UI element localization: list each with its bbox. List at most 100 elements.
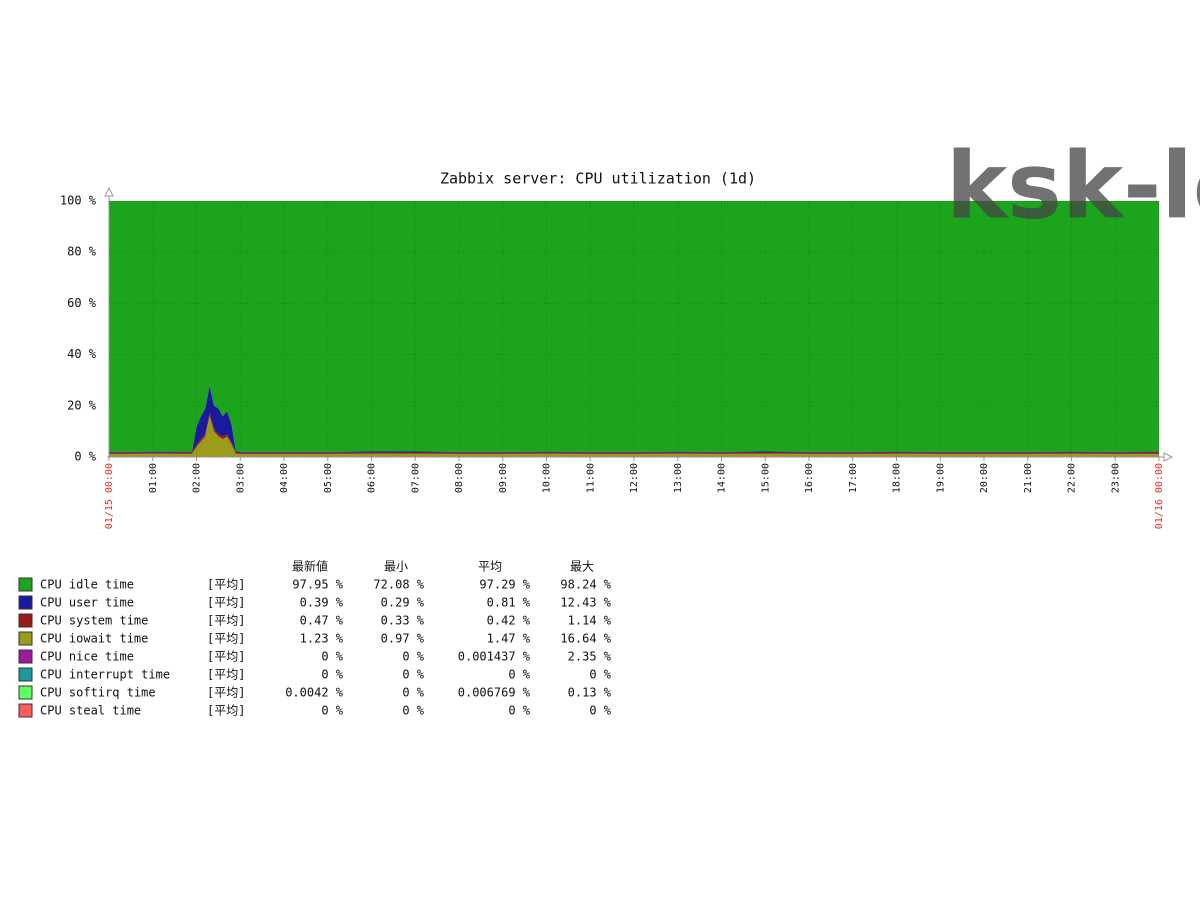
x-tick-label: 09:00 <box>498 463 509 493</box>
legend-stat: 0 % <box>321 704 343 718</box>
legend-stat: 97.29 % <box>479 578 530 592</box>
y-tick-label: 20 % <box>67 398 97 412</box>
x-tick-label: 08:00 <box>454 463 465 493</box>
x-tick-label: 13:00 <box>673 463 684 493</box>
legend-header: 最大 <box>570 560 594 574</box>
y-axis-arrow <box>104 186 114 197</box>
y-tick-label: 0 % <box>74 450 96 464</box>
legend-func: [平均] <box>207 668 245 682</box>
legend-stat: 1.47 % <box>487 632 531 646</box>
legend-stat: 12.43 % <box>560 596 611 610</box>
y-tick-label: 40 % <box>67 347 97 361</box>
legend-func: [平均] <box>207 632 245 646</box>
area <box>109 201 1159 452</box>
x-tick-label: 05:00 <box>323 463 334 493</box>
x-tick-label: 12:00 <box>629 463 640 493</box>
legend-name: CPU nice time <box>40 650 134 664</box>
legend-header: 平均 <box>478 560 502 574</box>
legend-stat: 72.08 % <box>373 578 424 592</box>
legend-name: CPU idle time <box>40 578 134 592</box>
x-axis-arrow <box>1163 452 1174 462</box>
legend-stat: 0 % <box>321 650 343 664</box>
legend-stat: 0 % <box>508 704 530 718</box>
x-tick-label: 02:00 <box>192 463 203 493</box>
legend-stat: 0 % <box>402 650 424 664</box>
legend-swatch <box>18 577 33 592</box>
x-tick-label: 17:00 <box>848 463 859 493</box>
legend-stat: 0.42 % <box>487 614 531 628</box>
legend-swatch <box>18 685 33 700</box>
legend-stat: 0.39 % <box>300 596 344 610</box>
watermark: ksk-log <box>946 132 1200 239</box>
legend-stat: 0.81 % <box>487 596 531 610</box>
legend-stat: 0 % <box>589 704 611 718</box>
legend-stat: 0.006769 % <box>458 686 531 700</box>
legend-stat: 0.13 % <box>568 686 612 700</box>
x-tick-label: 01/16 00:00 <box>1154 463 1165 529</box>
x-tick-label: 16:00 <box>804 463 815 493</box>
x-tick-label: 22:00 <box>1067 463 1078 493</box>
x-tick-label: 04:00 <box>279 463 290 493</box>
y-tick-label: 100 % <box>60 194 97 208</box>
legend-stat: 1.23 % <box>300 632 344 646</box>
legend-stat: 0 % <box>402 668 424 682</box>
x-tick-label: 19:00 <box>935 463 946 493</box>
legend-name: CPU interrupt time <box>40 668 170 682</box>
x-tick-label: 14:00 <box>717 463 728 493</box>
x-tick-label: 21:00 <box>1023 463 1034 493</box>
y-tick-label: 60 % <box>67 296 97 310</box>
legend-stat: 0.97 % <box>381 632 425 646</box>
legend-name: CPU iowait time <box>40 632 148 646</box>
x-tick-label: 23:00 <box>1110 463 1121 493</box>
legend-name: CPU user time <box>40 596 134 610</box>
x-tick-label: 01:00 <box>148 463 159 493</box>
legend-name: CPU softirq time <box>40 686 156 700</box>
x-tick-label: 03:00 <box>235 463 246 493</box>
legend-stat: 0 % <box>589 668 611 682</box>
legend-stat: 1.14 % <box>568 614 612 628</box>
legend-func: [平均] <box>207 686 245 700</box>
legend-header: 最新値 <box>292 559 328 574</box>
legend-swatch <box>18 649 33 664</box>
legend-stat: 16.64 % <box>560 632 611 646</box>
legend-stat: 0.33 % <box>381 614 425 628</box>
legend-swatch <box>18 667 33 682</box>
legend-swatch <box>18 613 33 628</box>
legend-stat: 98.24 % <box>560 578 611 592</box>
legend-func: [平均] <box>207 614 245 628</box>
x-tick-label: 07:00 <box>410 463 421 493</box>
legend-func: [平均] <box>207 578 245 592</box>
y-tick-label: 80 % <box>67 245 97 259</box>
legend-stat: 2.35 % <box>568 650 612 664</box>
legend-swatch <box>18 703 33 718</box>
legend-name: CPU system time <box>40 614 148 628</box>
plot-area <box>109 201 1159 457</box>
legend-stat: 0 % <box>321 668 343 682</box>
legend-stat: 0.0042 % <box>285 686 344 700</box>
legend-name: CPU steal time <box>40 704 141 718</box>
x-tick-label: 15:00 <box>760 463 771 493</box>
legend-func: [平均] <box>207 596 245 610</box>
area <box>109 416 1159 457</box>
legend-stat: 0.001437 % <box>458 650 531 664</box>
x-tick-label: 10:00 <box>542 463 553 493</box>
legend-stat: 0 % <box>402 704 424 718</box>
legend-stat: 97.95 % <box>292 578 343 592</box>
x-tick-label: 11:00 <box>585 463 596 493</box>
x-tick-label: 06:00 <box>367 463 378 493</box>
legend-swatch <box>18 595 33 610</box>
legend-func: [平均] <box>207 650 245 664</box>
legend-swatch <box>18 631 33 646</box>
legend-header: 最小 <box>384 560 408 574</box>
chart-title: Zabbix server: CPU utilization (1d) <box>440 170 756 188</box>
legend-stat: 0.29 % <box>381 596 425 610</box>
x-tick-label: 01/15 00:00 <box>104 463 115 529</box>
x-tick-label: 20:00 <box>979 463 990 493</box>
legend-stat: 0 % <box>508 668 530 682</box>
x-tick-label: 18:00 <box>892 463 903 493</box>
legend-stat: 0 % <box>402 686 424 700</box>
legend-func: [平均] <box>207 704 245 718</box>
legend-stat: 0.47 % <box>300 614 344 628</box>
